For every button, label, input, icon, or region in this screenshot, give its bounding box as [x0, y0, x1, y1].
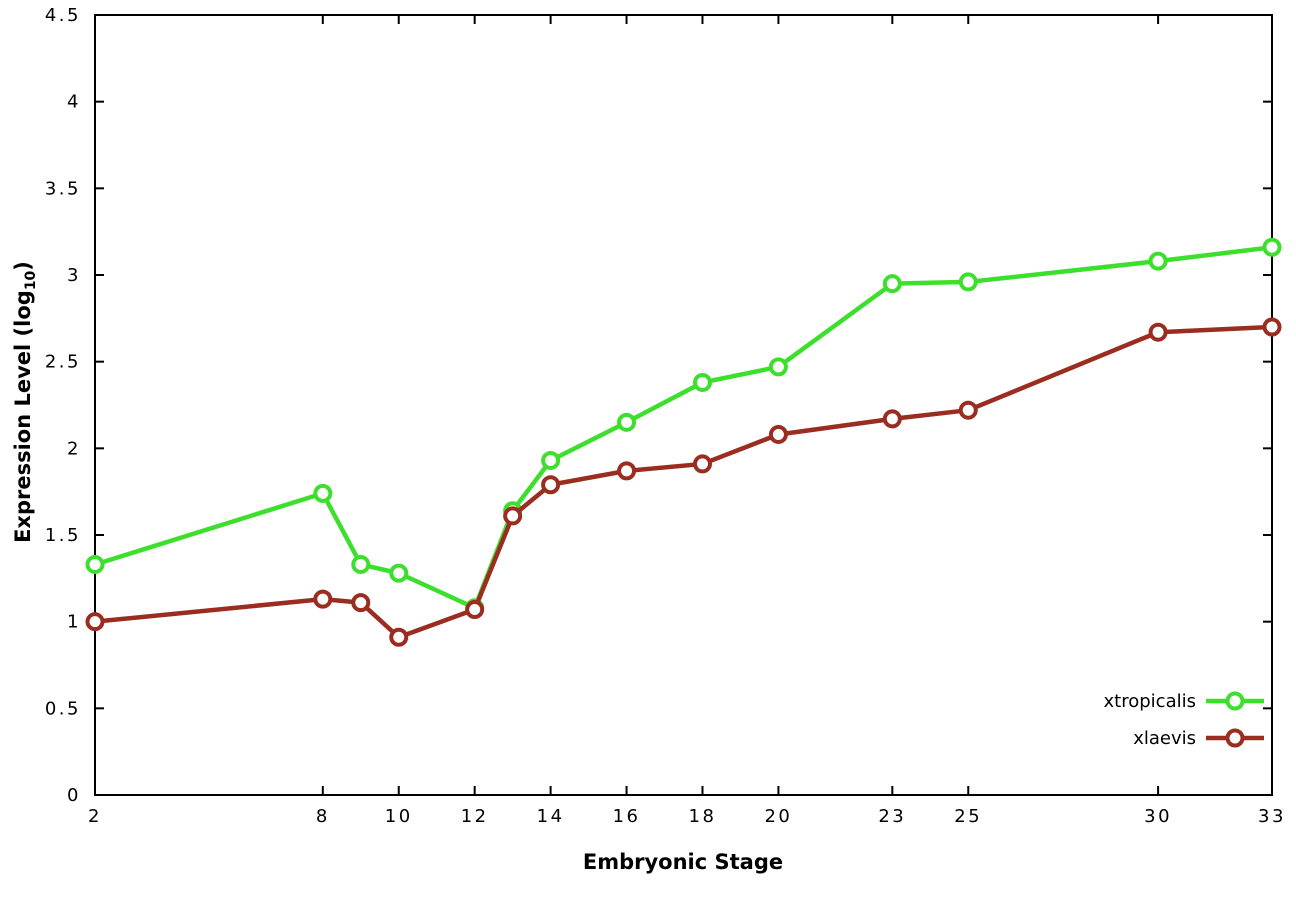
data-point-xtropicalis [85, 554, 105, 574]
data-point-xtropicalis [1148, 251, 1168, 271]
x-tick-label: 10 [385, 806, 413, 827]
data-point-xlaevis [465, 600, 485, 620]
data-point-xlaevis [313, 589, 333, 609]
y-tick-label: 3.5 [45, 178, 81, 199]
x-tick-label: 33 [1258, 806, 1286, 827]
x-tick-label: 12 [461, 806, 489, 827]
data-point-xtropicalis [958, 272, 978, 292]
data-point-xlaevis [617, 461, 637, 481]
data-point-xlaevis [351, 593, 371, 613]
series-line-xlaevis [92, 324, 1275, 640]
legend-label-xtropicalis: xtropicalis [1104, 691, 1196, 712]
y-tick-label: 1 [67, 612, 81, 633]
legend-marker-xtropicalis [1225, 691, 1245, 711]
data-point-xtropicalis [389, 563, 409, 583]
x-tick-label: 18 [689, 806, 717, 827]
x-tick-label: 8 [316, 806, 330, 827]
y-tick-label: 2 [67, 438, 81, 459]
x-tick-label: 2 [88, 806, 102, 827]
data-point-xlaevis [958, 400, 978, 420]
data-point-xtropicalis [541, 450, 561, 470]
data-point-xlaevis [541, 475, 561, 495]
x-tick-label: 14 [537, 806, 565, 827]
data-point-xlaevis [882, 409, 902, 429]
y-axis-label-subscript: 10 [23, 270, 40, 291]
data-point-xtropicalis [351, 554, 371, 574]
legend-marker-xlaevis [1225, 728, 1245, 748]
data-point-xtropicalis [768, 357, 788, 377]
y-tick-label: 4.5 [45, 5, 81, 26]
legend-label-xlaevis: xlaevis [1133, 728, 1196, 749]
data-point-xlaevis [1262, 317, 1282, 337]
y-tick-label: 4 [67, 92, 81, 113]
x-tick-label: 16 [613, 806, 641, 827]
plot-border [94, 14, 1273, 796]
y-axis-label-suffix: ) [10, 261, 35, 271]
data-point-xtropicalis [692, 372, 712, 392]
x-tick-label: 23 [878, 806, 906, 827]
data-point-xlaevis [768, 424, 788, 444]
data-point-xlaevis [85, 612, 105, 632]
y-tick-label: 2.5 [45, 352, 81, 373]
data-point-xtropicalis [313, 483, 333, 503]
y-tick-label: 0.5 [45, 698, 81, 719]
x-tick-label: 25 [954, 806, 982, 827]
series-line-xtropicalis [92, 245, 1275, 611]
y-tick-label: 0 [67, 785, 81, 806]
y-tick-label: 3 [67, 265, 81, 286]
data-point-xtropicalis [882, 274, 902, 294]
data-point-xlaevis [1148, 322, 1168, 342]
x-tick-label: 30 [1144, 806, 1172, 827]
y-axis-label-text: Expression Level (log [10, 290, 35, 543]
data-point-xtropicalis [617, 412, 637, 432]
data-point-xlaevis [389, 627, 409, 647]
data-point-xlaevis [692, 454, 712, 474]
y-tick-label: 1.5 [45, 525, 81, 546]
data-point-xtropicalis [1262, 237, 1282, 257]
x-axis-label: Embryonic Stage [582, 850, 784, 874]
data-point-xlaevis [503, 506, 523, 526]
x-tick-label: 20 [764, 806, 792, 827]
y-axis-label: Expression Level (log10) [11, 261, 39, 543]
